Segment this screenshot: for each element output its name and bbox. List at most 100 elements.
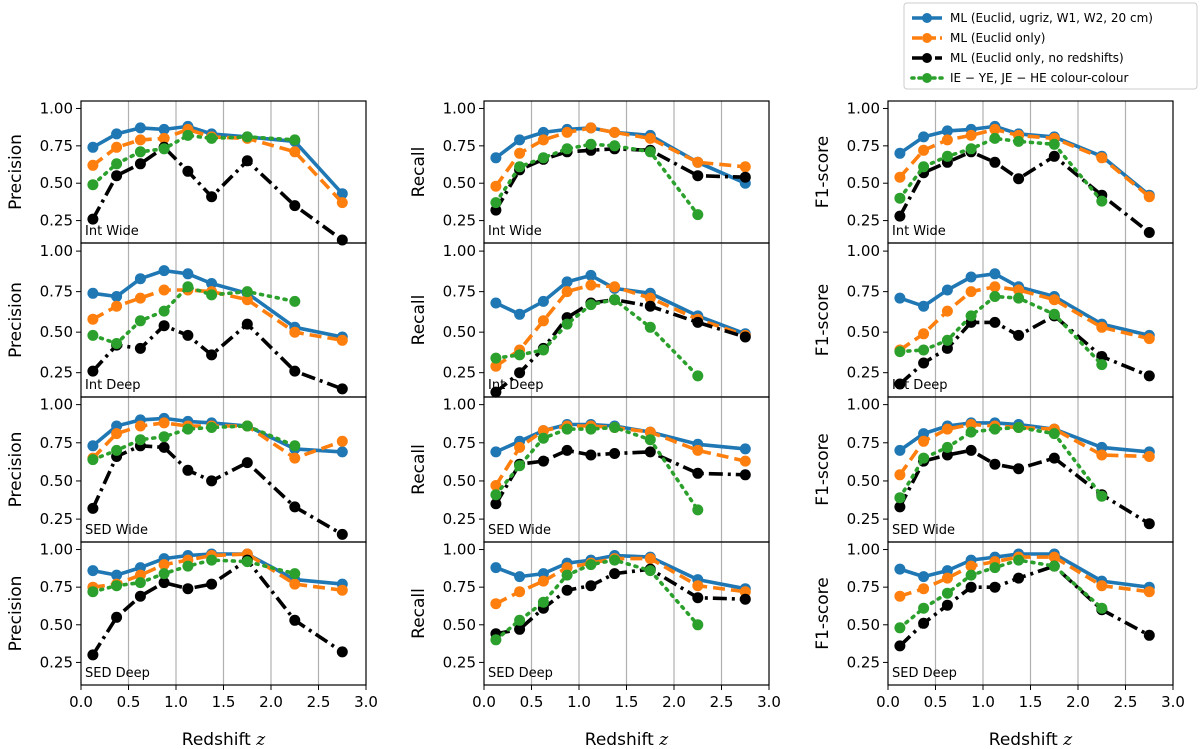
data-point-cc xyxy=(111,444,123,456)
data-point-ml_euclid xyxy=(918,328,930,340)
data-point-ml_noz xyxy=(739,331,751,343)
data-point-ml_noz xyxy=(182,583,194,595)
y-axis-title: Precision xyxy=(6,576,26,652)
data-point-ml_euclid xyxy=(490,598,502,610)
data-point-cc xyxy=(941,150,953,162)
y-tick-label: 0.25 xyxy=(40,364,73,382)
data-point-ml_euclid xyxy=(490,180,502,192)
data-point-ml_noz xyxy=(989,581,1001,593)
data-point-ml_noz xyxy=(111,611,123,623)
data-point-ml_euclid xyxy=(1048,294,1060,306)
data-point-cc xyxy=(692,619,704,631)
y-tick-label: 0.50 xyxy=(847,174,880,192)
data-point-cc xyxy=(1096,490,1108,502)
data-point-ml_euclid xyxy=(644,132,656,144)
y-tick-label: 0.75 xyxy=(40,137,73,155)
data-point-ml_euclid xyxy=(336,584,348,596)
data-point-cc xyxy=(1096,195,1108,207)
data-point-cc xyxy=(585,299,597,311)
legend: ML (Euclid, ugriz, W1, W2, 20 cm) ML (Euc… xyxy=(903,2,1198,90)
x-tick-label: 0.0 xyxy=(876,693,900,711)
data-point-ml_euclid xyxy=(941,134,953,146)
data-point-ml_noz xyxy=(585,580,597,592)
series-line-ml_noz xyxy=(898,564,1151,648)
legend-marker-ml_all xyxy=(922,13,932,23)
x-axis-title: Redshift z xyxy=(182,730,266,749)
data-point-ml_noz xyxy=(894,640,906,652)
x-tick-label: 3.0 xyxy=(1161,693,1185,711)
data-point-cc xyxy=(182,281,194,293)
data-point-cc xyxy=(87,179,99,191)
data-point-ml_euclid xyxy=(739,455,751,467)
data-point-ml_all xyxy=(941,125,953,137)
data-point-ml_euclid xyxy=(965,286,977,298)
panel-label: SED Wide xyxy=(892,523,955,538)
data-point-ml_noz xyxy=(692,592,704,604)
data-point-cc xyxy=(609,554,621,566)
data-point-ml_euclid xyxy=(941,305,953,317)
panel-label: Int Wide xyxy=(488,224,542,239)
data-point-ml_all xyxy=(182,268,194,280)
data-point-ml_noz xyxy=(514,623,526,635)
data-point-ml_euclid xyxy=(289,326,301,338)
data-point-ml_euclid xyxy=(241,294,253,306)
data-point-cc xyxy=(585,423,597,435)
data-point-ml_all xyxy=(111,128,123,140)
data-point-cc xyxy=(134,146,146,158)
data-point-cc xyxy=(182,423,194,435)
panel-frame xyxy=(483,541,770,686)
data-point-ml_euclid xyxy=(894,171,906,183)
data-point-cc xyxy=(644,434,656,446)
data-point-ml_noz xyxy=(965,581,977,593)
data-point-ml_euclid xyxy=(965,419,977,430)
data-point-cc xyxy=(1048,138,1060,150)
series-line-ml_noz xyxy=(91,558,344,656)
data-point-cc xyxy=(206,289,218,301)
data-point-ml_noz xyxy=(158,577,170,589)
data-point-ml_euclid xyxy=(1048,551,1060,563)
data-point-ml_euclid xyxy=(158,284,170,296)
data-point-ml_all xyxy=(87,287,99,299)
data-point-cc xyxy=(158,143,170,155)
data-point-cc xyxy=(561,423,573,435)
x-tick-label: 2.5 xyxy=(1114,693,1138,711)
data-point-ml_euclid xyxy=(918,435,930,447)
data-point-cc xyxy=(241,556,253,568)
y-tick-label: 1.00 xyxy=(847,541,880,559)
y-axis-title: Recall xyxy=(409,588,429,639)
data-point-ml_noz xyxy=(894,378,906,390)
data-point-ml_noz xyxy=(692,467,704,479)
data-point-cc xyxy=(1048,428,1060,440)
data-point-ml_noz xyxy=(692,316,704,328)
data-point-ml_euclid xyxy=(289,146,301,158)
data-point-ml_euclid xyxy=(514,586,526,598)
y-axis-title: F1-score xyxy=(813,136,833,208)
data-point-ml_euclid xyxy=(1096,321,1108,333)
data-point-ml_noz xyxy=(989,458,1001,470)
data-point-cc xyxy=(941,441,953,453)
data-point-cc xyxy=(1013,135,1025,147)
x-tick-label: 2.0 xyxy=(259,693,283,711)
x-tick-label: 2.0 xyxy=(662,693,686,711)
data-point-ml_all xyxy=(134,273,146,285)
x-tick-label: 3.0 xyxy=(354,693,378,711)
x-tick-label: 0.0 xyxy=(472,693,496,711)
data-point-ml_noz xyxy=(490,498,502,510)
y-tick-label: 0.50 xyxy=(847,616,880,634)
panel-label: SED Deep xyxy=(85,666,150,681)
data-point-ml_noz xyxy=(241,155,253,167)
data-point-cc xyxy=(989,423,1001,435)
data-point-ml_euclid xyxy=(644,292,656,304)
data-point-ml_all xyxy=(87,141,99,153)
data-point-ml_euclid xyxy=(289,578,301,590)
data-point-ml_euclid xyxy=(87,159,99,171)
data-point-ml_noz xyxy=(1013,173,1025,185)
data-point-ml_all xyxy=(894,563,906,575)
y-tick-label: 1.00 xyxy=(40,99,73,117)
x-tick-label: 1.0 xyxy=(164,693,188,711)
data-point-ml_all xyxy=(134,122,146,134)
data-point-ml_all xyxy=(918,571,930,583)
data-point-cc xyxy=(490,352,502,364)
y-tick-label: 0.50 xyxy=(40,323,73,341)
data-point-ml_noz xyxy=(561,444,573,456)
